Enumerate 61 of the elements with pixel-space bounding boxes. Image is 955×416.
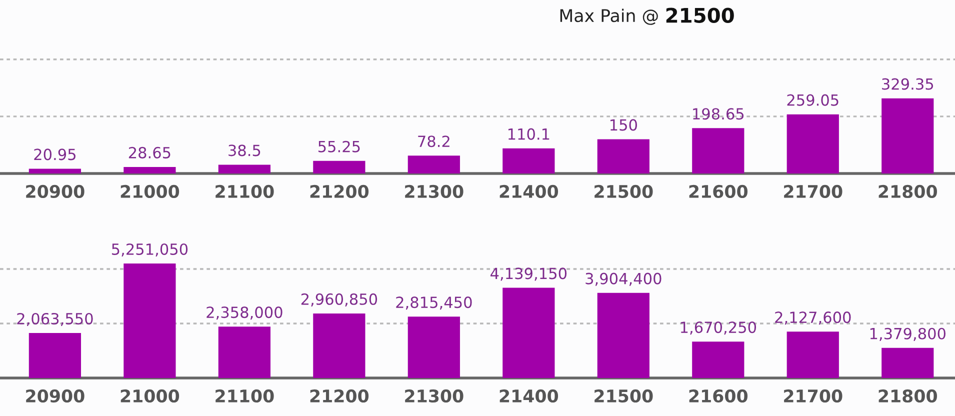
bar	[882, 348, 934, 378]
data-label: 2,960,850	[301, 293, 378, 306]
x-tick-label: 21200	[310, 184, 369, 198]
x-tick-label: 21300	[405, 184, 464, 198]
x-tick-label: 21800	[878, 184, 937, 198]
x-tick-label: 20900	[26, 389, 84, 403]
data-label: 55.25	[318, 140, 360, 152]
chart-title: Max Pain @ 21500	[560, 8, 734, 25]
bar	[786, 114, 839, 174]
x-tick-label: 21800	[878, 389, 937, 403]
bar	[218, 164, 270, 174]
bar	[882, 98, 934, 174]
x-tick-label: 20900	[26, 184, 84, 198]
x-tick-label: 21100	[216, 184, 274, 198]
x-tick-label: 21100	[216, 389, 274, 403]
bar	[313, 313, 366, 378]
data-label: 38.5	[228, 144, 260, 156]
bar	[124, 264, 176, 378]
data-label: 329.35	[882, 78, 934, 90]
bar	[408, 156, 460, 174]
x-tick-label: 21400	[500, 389, 558, 403]
bar	[408, 316, 460, 378]
data-label: 78.2	[418, 136, 450, 148]
data-label: 198.65	[693, 108, 744, 120]
bar	[502, 148, 555, 174]
x-tick-label: 21400	[500, 184, 558, 198]
data-label: 150	[610, 119, 637, 131]
bar	[218, 326, 270, 378]
data-label: 259.05	[787, 94, 838, 106]
bar	[786, 332, 839, 378]
bar	[124, 166, 176, 174]
bar	[692, 342, 744, 378]
data-label: 2,063,550	[17, 312, 93, 326]
x-tick-label: 21200	[310, 389, 369, 403]
x-tick-label: 21700	[784, 389, 842, 403]
data-label: 2,127,600	[775, 312, 851, 325]
bar	[28, 333, 82, 378]
data-label: 110.1	[508, 128, 550, 140]
bar	[692, 128, 744, 174]
data-label: 2,815,450	[396, 296, 472, 310]
x-tick-label: 21300	[405, 389, 464, 403]
x-tick-label: 21700	[784, 184, 842, 198]
data-label: 1,379,800	[870, 328, 946, 341]
data-label: 4,139,150	[490, 268, 567, 281]
bar	[502, 288, 555, 378]
data-label: 3,904,400	[586, 272, 662, 286]
x-tick-label: 21000	[120, 184, 180, 198]
data-label: 1,670,250	[680, 322, 756, 335]
bar	[597, 292, 650, 378]
data-label: 28.65	[128, 146, 170, 158]
data-label: 2,358,000	[206, 306, 282, 320]
data-label: 5,251,050	[112, 243, 188, 257]
bar	[28, 168, 82, 174]
bar	[597, 139, 650, 174]
x-tick-label: 21600	[689, 184, 748, 198]
bar	[313, 160, 366, 174]
data-label: 20.95	[34, 148, 76, 160]
x-tick-label: 21500	[594, 389, 653, 403]
x-tick-label: 21500	[594, 184, 653, 198]
x-tick-label: 21000	[120, 389, 180, 403]
x-tick-label: 21600	[689, 389, 748, 403]
